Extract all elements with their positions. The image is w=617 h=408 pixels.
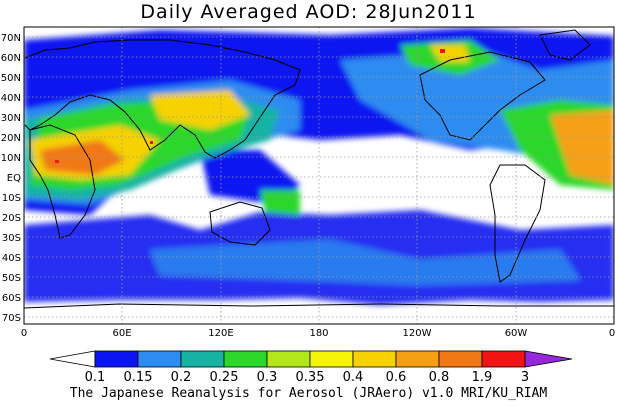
colorbar-segment bbox=[180, 350, 225, 368]
colorbar-segment bbox=[309, 350, 354, 368]
colorbar-label: 0.35 bbox=[296, 370, 325, 385]
colorbar-segment bbox=[49, 350, 96, 368]
lat-label: 40S bbox=[2, 253, 21, 264]
longitude-labels: 0 60E 120E 180 120W 60W 0 bbox=[21, 328, 615, 339]
lon-label: 120E bbox=[208, 328, 233, 339]
lat-label: 70N bbox=[1, 33, 21, 44]
colorbar-segment bbox=[266, 350, 311, 368]
lat-label: 70S bbox=[2, 313, 21, 324]
lat-label: 50N bbox=[1, 73, 21, 84]
lon-label: 180 bbox=[309, 328, 328, 339]
colorbar-label: 0.25 bbox=[210, 370, 239, 385]
lat-label: 50S bbox=[2, 273, 21, 284]
colorbar-segment bbox=[352, 350, 397, 368]
colorbar-segment bbox=[481, 350, 526, 368]
lat-label: 60S bbox=[2, 293, 21, 304]
map-title: Daily Averaged AOD: 28Jun2011 bbox=[140, 1, 477, 23]
lat-label: 40N bbox=[1, 93, 21, 104]
lon-label: 0 bbox=[21, 328, 27, 339]
colorbar-label: 0.6 bbox=[386, 370, 407, 385]
colorbar-segment bbox=[94, 350, 139, 368]
colorbar-label: 0.1 bbox=[85, 370, 106, 385]
colorbar-label: 0.3 bbox=[257, 370, 278, 385]
lat-label: 30N bbox=[1, 113, 21, 124]
colorbar-label: 0.8 bbox=[429, 370, 450, 385]
colorbar-segment bbox=[524, 350, 573, 368]
graticule bbox=[24, 27, 614, 324]
lat-label: 60N bbox=[1, 53, 21, 64]
lat-label: 20N bbox=[1, 133, 21, 144]
lat-label: 10S bbox=[2, 193, 21, 204]
latitude-labels: 70N 60N 50N 40N 30N 20N 10N EQ 10S 20S 3… bbox=[1, 33, 21, 324]
lon-label: 60W bbox=[505, 328, 528, 339]
colorbar-segment bbox=[137, 350, 182, 368]
lat-label: 30S bbox=[2, 233, 21, 244]
lat-label: 10N bbox=[1, 153, 21, 164]
credit-line: The Japanese Reanalysis for Aerosol (JRA… bbox=[69, 386, 548, 401]
colorbar-label: 3 bbox=[521, 370, 529, 385]
colorbar-label: 0.15 bbox=[124, 370, 153, 385]
colorbar-label: 0.2 bbox=[171, 370, 192, 385]
lat-label: EQ bbox=[7, 173, 21, 184]
lat-label: 20S bbox=[2, 213, 21, 224]
lon-label: 60E bbox=[112, 328, 131, 339]
colorbar-segment bbox=[395, 350, 440, 368]
colorbar-label: 1.9 bbox=[472, 370, 493, 385]
colorbar-segment bbox=[223, 350, 268, 368]
colorbar-label: 0.4 bbox=[343, 370, 364, 385]
map-frame bbox=[23, 26, 615, 325]
lon-label: 120W bbox=[403, 328, 432, 339]
colorbar: 0.1 0.15 0.2 0.25 0.3 0.35 0.4 0.6 0.8 1… bbox=[49, 350, 573, 385]
lon-label: 0 bbox=[609, 328, 615, 339]
colorbar-segment bbox=[438, 350, 483, 368]
